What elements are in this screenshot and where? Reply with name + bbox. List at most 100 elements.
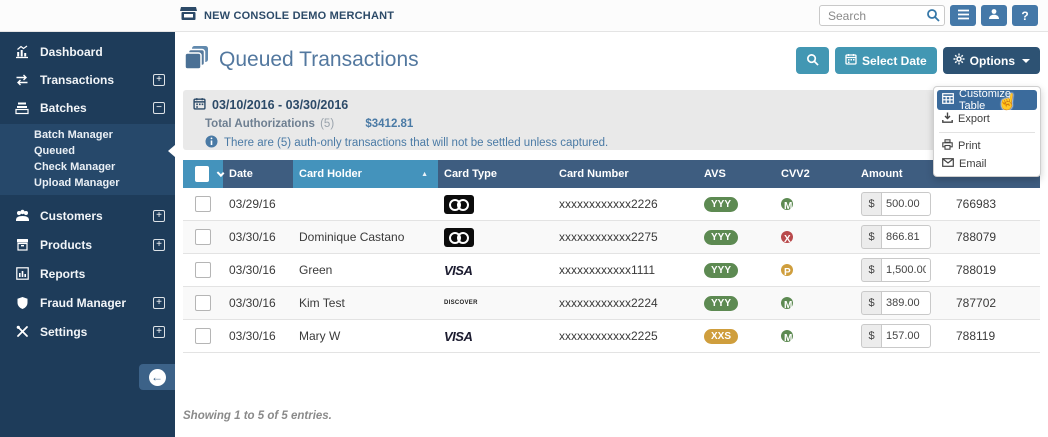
sidebar-item-batch-manager[interactable]: Batch Manager xyxy=(34,129,113,141)
total-authorizations-label: Total Authorizations xyxy=(205,118,315,130)
help-button[interactable]: ? xyxy=(1012,5,1038,26)
header-avs[interactable]: AVS xyxy=(704,168,726,180)
sidebar-item-label: Transactions xyxy=(40,73,115,87)
cell-card-holder: Dominique Castano xyxy=(299,230,405,244)
cell-card-holder: Green xyxy=(299,263,333,277)
row-checkbox[interactable] xyxy=(195,229,211,245)
cvv2-badge: M xyxy=(781,330,793,344)
summary-panel: 03/10/2016 - 03/30/2016 Total Authorizat… xyxy=(183,90,1040,150)
menu-item-customize-table[interactable]: Customize Table xyxy=(937,88,1037,112)
options-dropdown-menu: Customize Table Export Print Email xyxy=(933,86,1041,177)
select-date-button[interactable]: Select Date xyxy=(834,47,937,74)
calendar-icon xyxy=(193,97,206,113)
table-search-button[interactable] xyxy=(795,47,829,74)
table-row: 03/30/16 Mary W VISA xxxxxxxxxxxx2225 XX… xyxy=(183,320,1040,353)
printer-icon xyxy=(942,139,953,153)
visa-icon: VISA xyxy=(444,262,473,278)
merchant-name: NEW CONSOLE DEMO MERCHANT xyxy=(204,9,395,22)
sidebar-item-upload-manager[interactable]: Upload Manager xyxy=(34,177,120,189)
amount-input[interactable] xyxy=(881,258,931,282)
table-row: 03/30/16 Kim Test DISCOVER xxxxxxxxxxxx2… xyxy=(183,287,1040,320)
menu-item-label: Print xyxy=(958,140,981,152)
amount-input[interactable] xyxy=(881,225,931,249)
cvv2-badge: P xyxy=(781,264,793,278)
menu-item-export[interactable]: Export xyxy=(937,110,1037,128)
row-checkbox[interactable] xyxy=(195,328,211,344)
storefront-icon xyxy=(180,6,197,26)
header-card-type[interactable]: Card Type xyxy=(444,168,497,180)
cell-card-number: xxxxxxxxxxxx1111 xyxy=(559,263,656,277)
sidebar-collapse-button[interactable]: ← xyxy=(139,364,175,390)
transactions-table: Date Card Holder ▲ Card Type Card Number… xyxy=(183,160,1040,353)
currency-addon: $ xyxy=(861,225,881,249)
options-button[interactable]: Options xyxy=(942,47,1040,74)
avs-badge: YYY xyxy=(704,196,739,212)
header-amount[interactable]: Amount xyxy=(861,168,903,180)
cvv2-badge: M xyxy=(781,198,793,212)
table-row: 03/30/16 Green VISA xxxxxxxxxxxx1111 YYY… xyxy=(183,254,1040,287)
page-header: Queued Transactions Select Date Options xyxy=(175,32,1048,90)
search-input[interactable] xyxy=(819,5,945,26)
expand-plus-icon[interactable]: + xyxy=(153,238,165,251)
sidebar-item-dashboard[interactable]: Dashboard xyxy=(0,38,175,66)
menu-divider xyxy=(939,132,1035,133)
expand-plus-icon[interactable]: + xyxy=(153,209,165,222)
cell-card-holder: Mary W xyxy=(299,329,341,343)
sidebar-item-settings[interactable]: Settings + xyxy=(0,317,175,346)
menu-item-email[interactable]: Email xyxy=(937,155,1037,173)
sidebar-item-reports[interactable]: Reports xyxy=(0,259,175,288)
bar-chart-icon xyxy=(12,267,32,280)
currency-addon: $ xyxy=(861,324,881,348)
avs-badge: YYY xyxy=(704,262,739,278)
sidebar-item-check-manager[interactable]: Check Manager xyxy=(34,161,116,173)
search-icon[interactable] xyxy=(926,8,940,27)
amount-input[interactable] xyxy=(881,192,931,216)
sidebar-item-queued[interactable]: Queued xyxy=(0,143,175,159)
sidebar-item-label: Customers xyxy=(40,208,103,223)
amount-input[interactable] xyxy=(881,324,931,348)
sidebar-item-fraud-manager[interactable]: Fraud Manager + xyxy=(0,288,175,317)
row-checkbox[interactable] xyxy=(195,262,211,278)
main-content: Queued Transactions Select Date Options xyxy=(175,32,1048,437)
batches-stack-icon xyxy=(12,101,32,115)
expand-plus-icon[interactable]: + xyxy=(153,325,165,338)
sidebar-item-customers[interactable]: Customers + xyxy=(0,201,175,230)
menu-button[interactable] xyxy=(950,5,976,26)
sidebar-item-label: Settings xyxy=(40,324,88,339)
dashboard-chart-icon xyxy=(12,45,32,59)
row-checkbox[interactable] xyxy=(195,196,211,212)
header-date[interactable]: Date xyxy=(229,168,253,180)
menu-item-label: Customize Table xyxy=(959,88,1011,112)
sidebar-item-label: Dashboard xyxy=(40,45,103,59)
select-date-label: Select Date xyxy=(861,53,927,68)
sidebar-item-batches[interactable]: Batches − xyxy=(0,94,175,122)
hamburger-icon xyxy=(957,9,970,23)
batches-submenu: Batch Manager Queued Check Manager Uploa… xyxy=(0,124,175,195)
header-cvv2[interactable]: CVV2 xyxy=(781,168,810,180)
sidebar-item-transactions[interactable]: Transactions + xyxy=(0,66,175,94)
cvv2-badge: M xyxy=(781,297,793,311)
sort-ascending-icon: ▲ xyxy=(421,170,428,178)
header-card-holder[interactable]: Card Holder ▲ xyxy=(293,160,438,188)
collapse-minus-icon[interactable]: − xyxy=(153,102,165,114)
select-all-checkbox[interactable] xyxy=(195,166,209,182)
table-row: 03/30/16 Dominique Castano xxxxxxxxxxxx2… xyxy=(183,221,1040,254)
menu-item-label: Export xyxy=(958,113,990,125)
expand-plus-icon[interactable]: + xyxy=(153,296,165,309)
cell-date: 03/29/16 xyxy=(229,197,276,211)
sidebar-item-label: Reports xyxy=(40,266,86,281)
expand-plus-icon[interactable]: + xyxy=(153,74,165,86)
row-checkbox[interactable] xyxy=(195,295,211,311)
currency-addon: $ xyxy=(861,291,881,315)
table-grid-icon xyxy=(942,93,954,107)
date-range: 03/10/2016 - 03/30/2016 xyxy=(212,98,349,112)
package-box-icon xyxy=(12,238,32,251)
mastercard-icon xyxy=(444,227,474,247)
amount-input[interactable] xyxy=(881,291,931,315)
menu-item-print[interactable]: Print xyxy=(937,137,1037,155)
account-button[interactable] xyxy=(981,5,1007,26)
header-card-number[interactable]: Card Number xyxy=(559,168,629,180)
sidebar-item-products[interactable]: Products + xyxy=(0,230,175,259)
menu-item-label: Email xyxy=(959,158,987,170)
cell-auth: 766983 xyxy=(956,197,997,211)
